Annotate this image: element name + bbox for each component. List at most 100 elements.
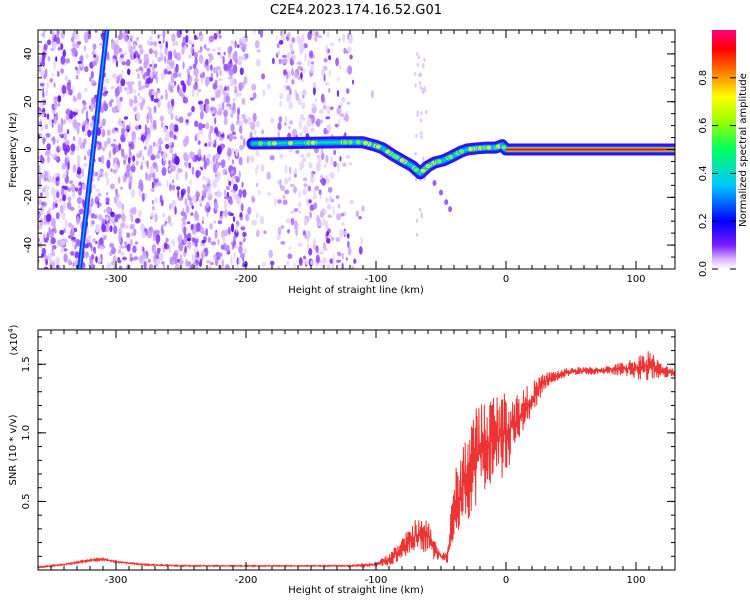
heatmap-noise-dot [204, 98, 210, 106]
heatmap-noise-dot [320, 263, 323, 269]
heatmap-noise-dot [285, 77, 288, 84]
heatmap-noise-dot [41, 201, 45, 207]
heatmap-noise-dot [120, 53, 125, 59]
heatmap-noise-dot [199, 110, 204, 120]
heatmap-noise-dot [130, 257, 136, 261]
heatmap-noise-dot [46, 81, 49, 89]
heatmap-noise-dot [183, 237, 187, 245]
heatmap-noise-dot [326, 30, 330, 38]
heatmap-noise-dot [205, 103, 210, 113]
heatmap-noise-dot [177, 236, 181, 244]
heatmap-noise-dot [255, 212, 259, 219]
heatmap-noise-dot [55, 212, 60, 220]
heatmap-noise-dot [239, 241, 243, 246]
heatmap-noise-dot [106, 137, 111, 145]
heatmap-noise-dot [230, 40, 234, 45]
heatmap-noise-dot [53, 60, 56, 70]
heatmap-noise-dot [143, 261, 147, 269]
heatmap-noise-dot [104, 140, 108, 148]
heatmap-noise-dot [108, 100, 113, 107]
heatmap-noise-dot [238, 170, 241, 179]
heatmap-noise-dot [231, 159, 235, 165]
heatmap-noise-dot [232, 98, 237, 102]
heatmap-noise-dot [202, 71, 205, 79]
heatmap-noise-dot [211, 48, 217, 52]
heatmap-noise-dot [194, 57, 198, 66]
heatmap-noise-dot [190, 151, 195, 158]
heatmap-noise-dot [339, 229, 344, 239]
heatmap-noise-dot [240, 134, 243, 141]
heatmap-noise-dot [38, 164, 41, 174]
heatmap-noise-dot [171, 179, 175, 184]
heatmap-noise-dot [69, 206, 75, 211]
heatmap-noise-dot [154, 142, 160, 148]
heatmap-noise-dot [227, 84, 230, 92]
heatmap-noise-dot [128, 122, 132, 127]
heatmap-noise-dot [70, 36, 75, 43]
heatmap-signal-blob [458, 148, 466, 155]
heatmap-noise-dot [74, 251, 80, 259]
heatmap-noise-dot [239, 216, 244, 221]
heatmap-noise-dot [207, 53, 213, 57]
heatmap-noise-dot [56, 103, 61, 107]
heatmap-noise-dot [327, 233, 332, 239]
heatmap-noise-dot [73, 238, 77, 243]
heatmap-noise-dot [51, 217, 56, 227]
heatmap-noise-dot [57, 47, 61, 51]
heatmap-noise-dot [306, 118, 312, 128]
heatmap-noise-dot [152, 119, 157, 129]
heatmap-noise-dot [164, 89, 168, 93]
heatmap-noise-dot [323, 242, 326, 251]
heatmap-noise-dot [60, 117, 64, 128]
heatmap-noise-dot [134, 241, 139, 245]
heatmap-noise-dot [230, 256, 233, 266]
heatmap-noise-dot [129, 35, 134, 40]
heatmap-noise-dot [193, 83, 198, 91]
heatmap-noise-dot [54, 173, 58, 178]
heatmap-noise-dot [120, 186, 123, 190]
heatmap-noise-dot [197, 148, 202, 158]
heatmap-noise-dot [297, 98, 302, 106]
heatmap-noise-dot [325, 197, 329, 203]
chart-title: C2E4.2023.174.16.52.G01 [270, 3, 442, 18]
heatmap-noise-dot [61, 94, 65, 98]
heatmap-noise-dot [85, 123, 89, 133]
heatmap-noise-dot [199, 73, 203, 79]
heatmap-noise-dot [39, 132, 43, 138]
heatmap-noise-dot [339, 102, 343, 109]
heatmap-noise-dot [124, 130, 128, 139]
heatmap-y-axis-label: Frequency (Hz) [8, 112, 19, 188]
heatmap-noise-dot [164, 55, 167, 64]
heatmap-noise-dot [61, 84, 67, 95]
heatmap-noise-dot [251, 83, 257, 91]
heatmap-noise-dot [60, 187, 65, 196]
snr-exponent-close: ) [9, 324, 20, 328]
heatmap-signal-blob [270, 140, 278, 147]
colorbar-tick-label: 0.0 [698, 261, 709, 277]
heatmap-noise-dot [151, 199, 154, 205]
heatmap-noise-dot [335, 237, 341, 242]
heatmap-noise-dot [43, 216, 47, 226]
heatmap-noise-dot [104, 171, 108, 179]
heatmap-noise-dot [77, 67, 81, 75]
heatmap-signal-blob [485, 144, 493, 151]
heatmap-noise-dot [286, 52, 291, 61]
colorbar-label: Normalized spectral amplitude [738, 73, 749, 227]
heatmap-noise-dot [156, 259, 161, 265]
heatmap-noise-dot [161, 212, 166, 218]
heatmap-noise-dot [46, 39, 52, 46]
heatmap-noise-dot [188, 162, 192, 169]
heatmap-noise-dot [228, 52, 231, 59]
heatmap-noise-dot [63, 119, 67, 125]
heatmap-noise-dot [261, 73, 266, 80]
heatmap-noise-dot [204, 61, 209, 66]
heatmap-noise-dot [68, 119, 72, 124]
heatmap-noise-dot [206, 153, 211, 159]
heatmap-noise-dot [200, 250, 206, 258]
heatmap-noise-dot [309, 211, 312, 219]
heatmap-noise-dot [226, 134, 230, 140]
heatmap-noise-dot [179, 258, 184, 266]
heatmap-noise-dot [174, 206, 177, 215]
heatmap-noise-dot [76, 125, 80, 135]
